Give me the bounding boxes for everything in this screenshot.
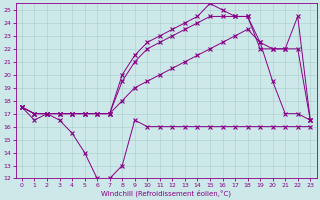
- X-axis label: Windchill (Refroidissement éolien,°C): Windchill (Refroidissement éolien,°C): [101, 189, 231, 197]
